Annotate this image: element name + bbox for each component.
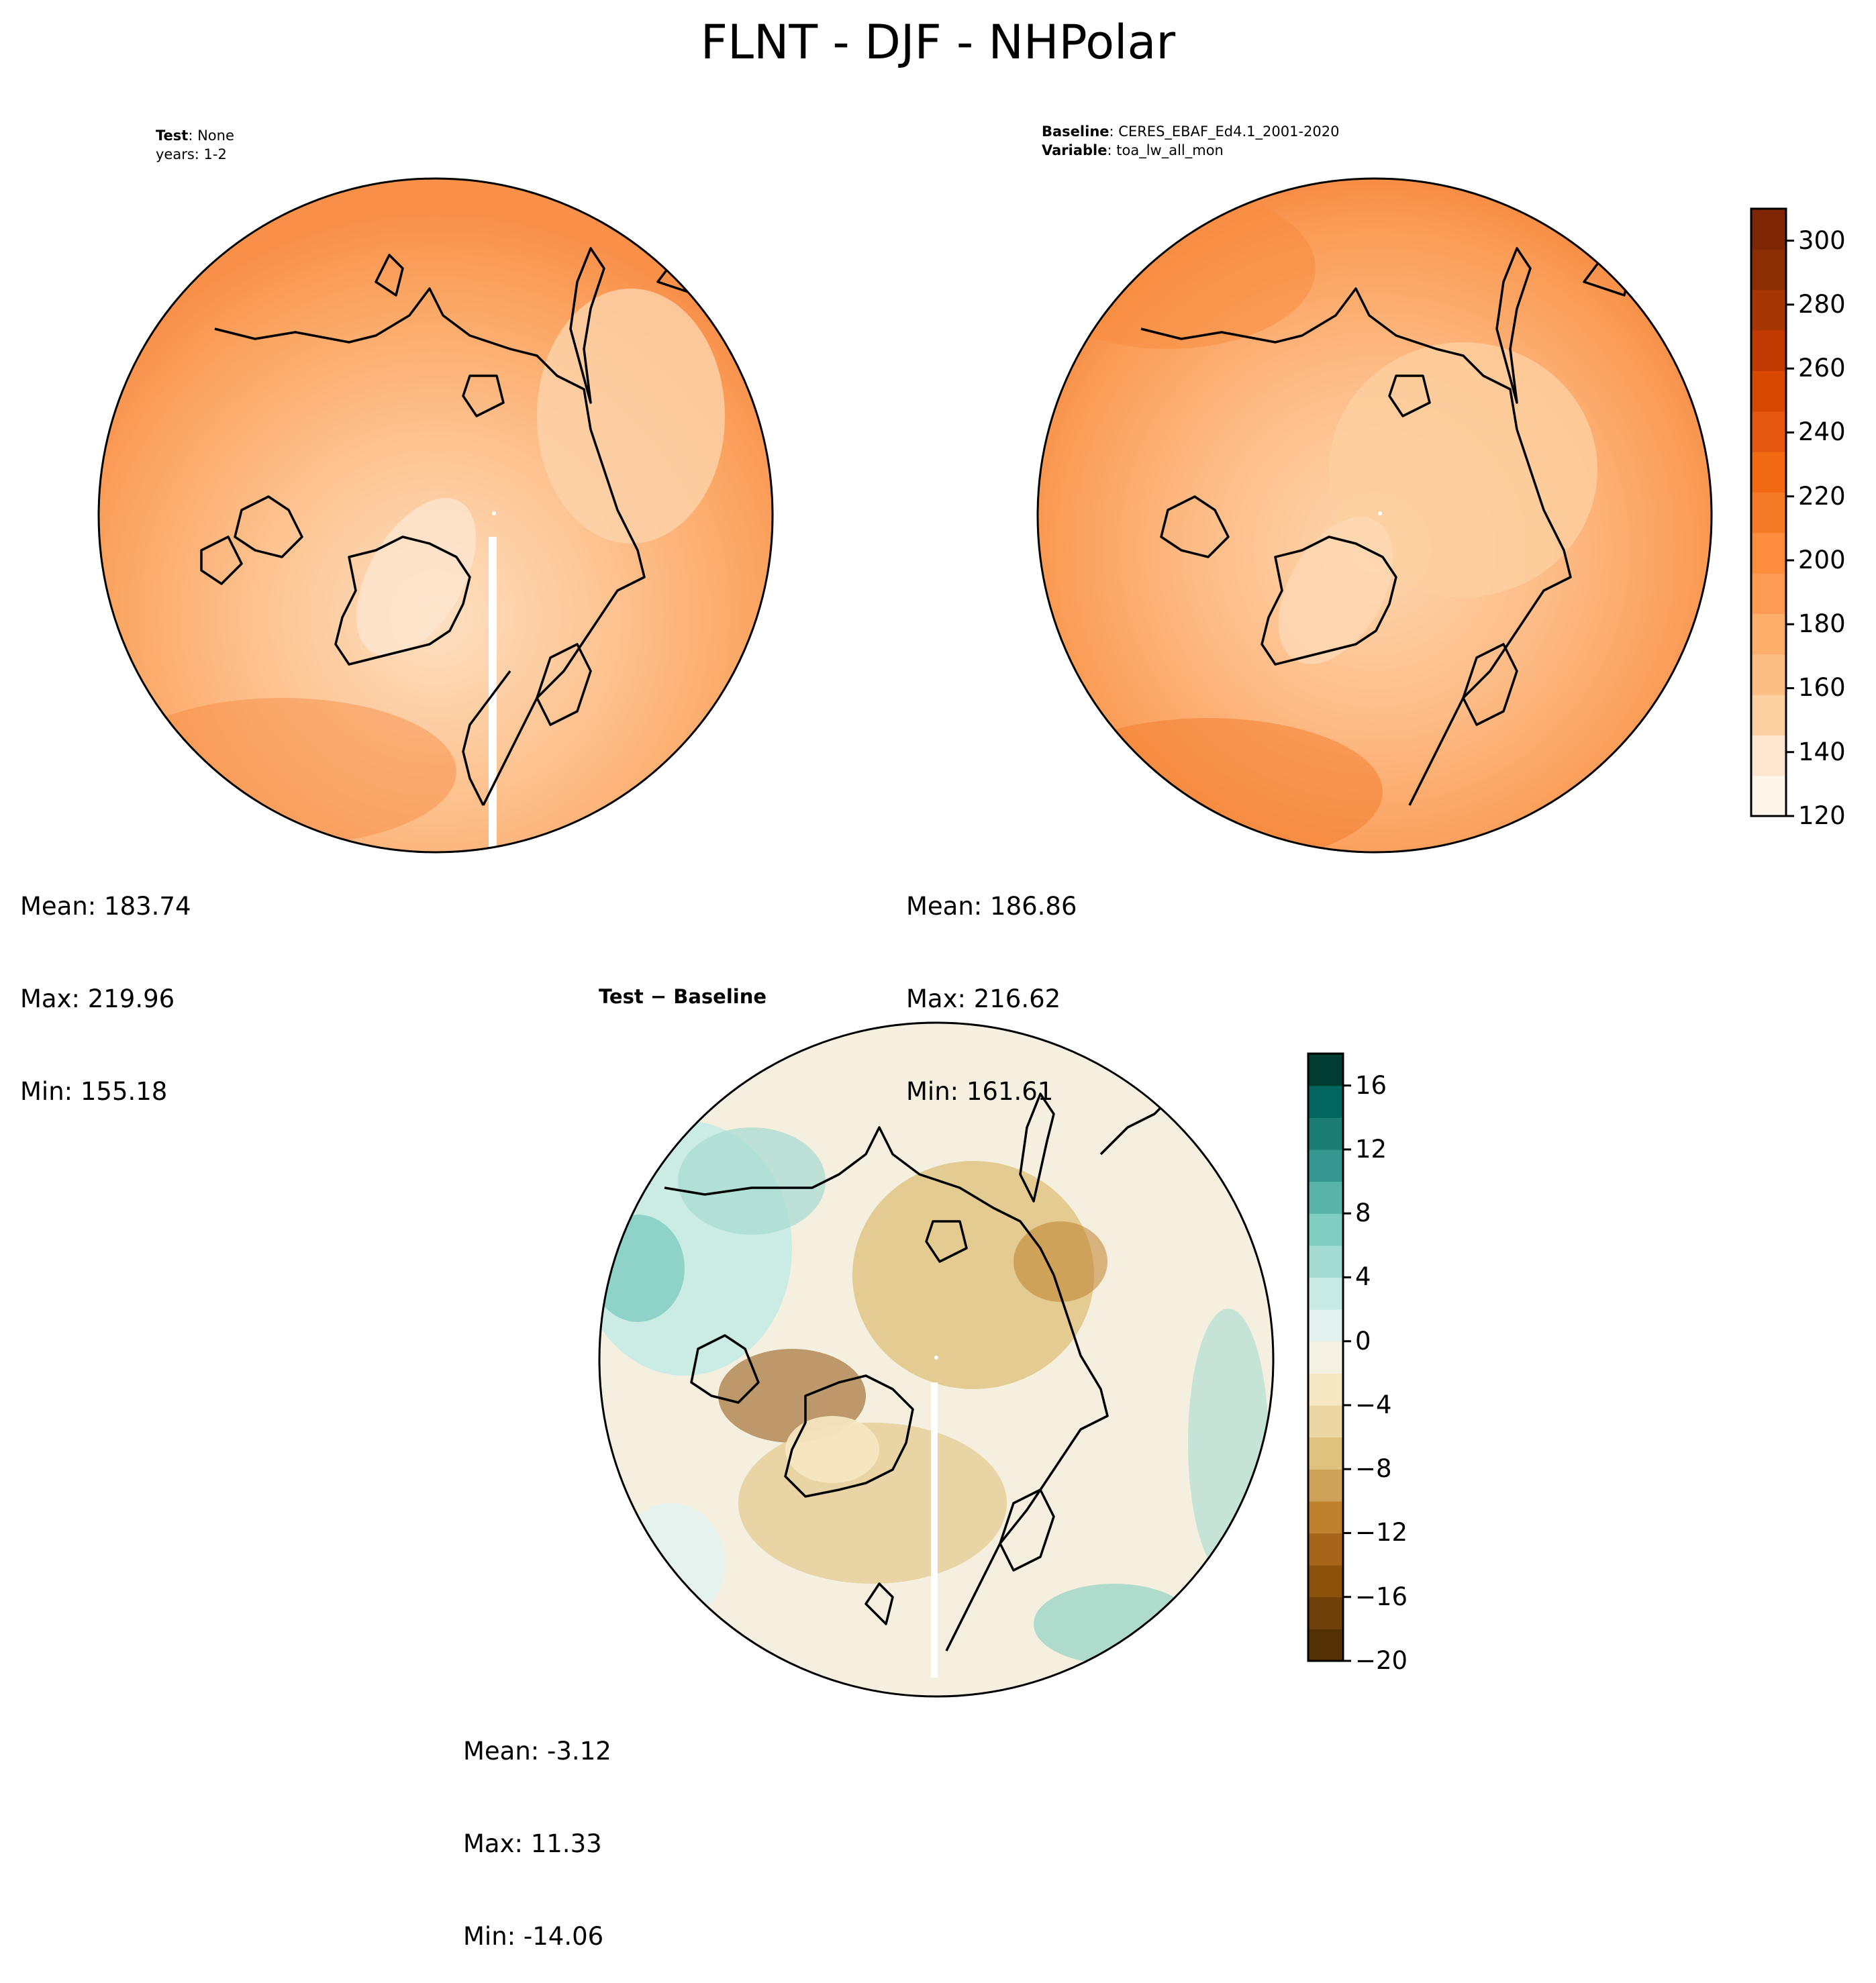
colorbar-segment — [1751, 452, 1786, 493]
baseline-label-value: CERES_EBAF_Ed4.1_2001-2020 — [1118, 123, 1340, 140]
variable-label-key: Variable — [1042, 142, 1107, 158]
variable-label-value: toa_lw_all_mon — [1116, 142, 1224, 158]
colorbar-segment — [1308, 1117, 1343, 1150]
difference-max: Max: 11.33 — [463, 1829, 602, 1858]
colorbar-segment — [1308, 1054, 1343, 1086]
test-map — [97, 177, 774, 854]
baseline-label: Baseline: CERES_EBAF_Ed4.1_2001-2020 Var… — [1042, 123, 1340, 158]
difference-mean: Mean: -3.12 — [463, 1737, 611, 1766]
colorbar-segment — [1308, 1085, 1343, 1118]
colorbar-segment — [1308, 1437, 1343, 1470]
colorbar-tick-label: 120 — [1798, 801, 1846, 830]
colorbar-segment — [1308, 1501, 1343, 1534]
test-label-value: None — [197, 128, 234, 144]
colorbar-tick-label: 140 — [1798, 737, 1846, 766]
baseline-stats: Mean: 186.86 Max: 216.62 Min: 161.61 — [906, 829, 1077, 1138]
colorbar-segment — [1751, 249, 1786, 291]
colorbar-segment — [1751, 654, 1786, 695]
colorbar-tick-label: 180 — [1798, 609, 1846, 639]
colorbar-tick-label: 8 — [1355, 1199, 1371, 1228]
colorbar-segment — [1751, 411, 1786, 452]
colorbar-segment — [1308, 1629, 1343, 1662]
colorbar-tick-label: 280 — [1798, 289, 1846, 319]
colorbar-tick-label: 4 — [1355, 1262, 1371, 1292]
colorbar-frame — [1750, 207, 1787, 817]
colorbar-tick-label: −8 — [1355, 1454, 1392, 1484]
colorbar-segment — [1751, 532, 1786, 574]
test-max: Max: 219.96 — [20, 984, 175, 1013]
baseline-max: Max: 216.62 — [906, 984, 1061, 1013]
colorbar-frame — [1307, 1052, 1344, 1662]
colorbar-segment — [1308, 1341, 1343, 1374]
colorbar-tick-label: −16 — [1355, 1582, 1408, 1611]
colorbar-segment — [1308, 1149, 1343, 1182]
colorbar-segment — [1308, 1469, 1343, 1502]
colorbar-segment — [1751, 573, 1786, 614]
colorbar-segment — [1308, 1405, 1343, 1438]
colorbar-tick-label: 12 — [1355, 1134, 1387, 1164]
colorbar-segment — [1751, 289, 1786, 331]
colorbar-segment — [1308, 1373, 1343, 1406]
difference-colorbar — [1307, 1052, 1351, 1662]
baseline-mean: Mean: 186.86 — [906, 892, 1077, 921]
baseline-map — [1036, 177, 1713, 854]
colorbar-segment — [1751, 613, 1786, 655]
test-mean: Mean: 183.74 — [20, 892, 191, 921]
difference-min: Min: -14.06 — [463, 1922, 604, 1951]
test-stats: Mean: 183.74 Max: 219.96 Min: 155.18 — [20, 829, 191, 1138]
test-years: years: 1-2 — [156, 146, 227, 162]
colorbar-segment — [1751, 775, 1786, 817]
colorbar-segment — [1308, 1309, 1343, 1342]
difference-label: Test − Baseline — [599, 985, 767, 1008]
baseline-min: Min: 161.61 — [906, 1077, 1054, 1106]
colorbar-tick-label: 160 — [1798, 673, 1846, 703]
colorbar-tick-label: 300 — [1798, 225, 1846, 255]
test-label-key: Test — [156, 128, 189, 144]
test-min: Min: 155.18 — [20, 1077, 168, 1106]
colorbar-tick-label: −4 — [1355, 1390, 1392, 1419]
colorbar-segment — [1751, 492, 1786, 533]
colorbar-segment — [1308, 1596, 1343, 1629]
colorbar-tick-label: 0 — [1355, 1326, 1371, 1356]
colorbar-segment — [1751, 695, 1786, 735]
colorbar-segment — [1751, 330, 1786, 371]
colorbar-tick-label: −12 — [1355, 1518, 1408, 1547]
baseline-label-key: Baseline — [1042, 123, 1109, 140]
colorbar-segment — [1308, 1245, 1343, 1278]
difference-stats: Mean: -3.12 Max: 11.33 Min: -14.06 — [463, 1674, 611, 1983]
colorbar-segment — [1308, 1533, 1343, 1566]
colorbar-segment — [1308, 1181, 1343, 1214]
colorbar-tick-label: 200 — [1798, 545, 1846, 574]
colorbar-tick-label: 260 — [1798, 354, 1846, 383]
colorbar-tick-label: 240 — [1798, 417, 1846, 447]
colorbar-segment — [1308, 1213, 1343, 1246]
colorbar-segment — [1751, 370, 1786, 412]
colorbar-segment — [1308, 1277, 1343, 1310]
colorbar-segment — [1751, 209, 1786, 250]
baseline-colorbar — [1750, 207, 1794, 817]
colorbar-tick-label: 16 — [1355, 1070, 1387, 1100]
colorbar-segment — [1751, 735, 1786, 776]
colorbar-tick-label: −20 — [1355, 1646, 1408, 1675]
colorbar-segment — [1308, 1565, 1343, 1598]
figure-title: FLNT - DJF - NHPolar — [700, 15, 1176, 70]
test-label: Test: None years: 1-2 — [156, 128, 234, 162]
figure-canvas — [97, 177, 1794, 1698]
colorbar-tick-label: 220 — [1798, 481, 1846, 511]
